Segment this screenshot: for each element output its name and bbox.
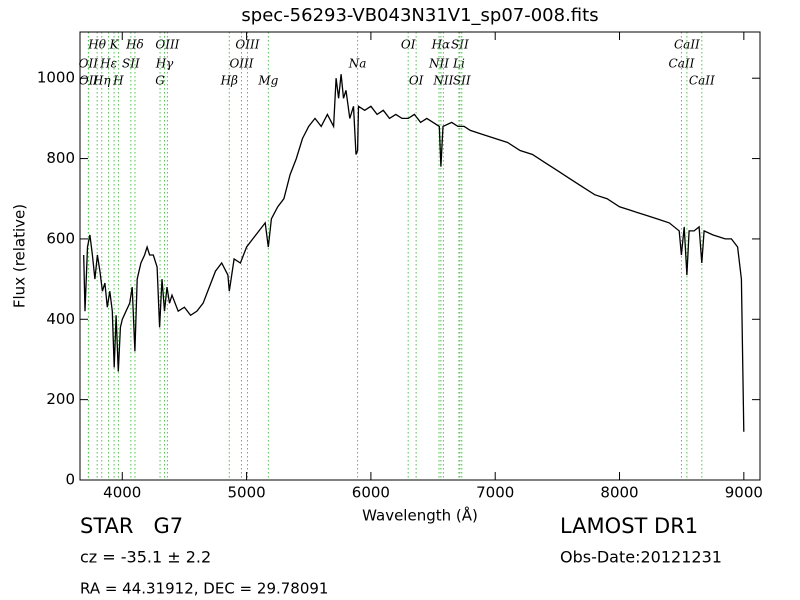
spectral-line-label: OIII <box>229 57 253 71</box>
x-tick-label: 5000 <box>227 484 265 502</box>
x-tick-label: 6000 <box>352 484 390 502</box>
spectral-line-label: SII <box>453 74 471 88</box>
spectral-line-label: SII <box>451 38 469 52</box>
spectral-line-label: Hθ <box>87 38 106 52</box>
spectral-line-label: NII <box>432 74 453 88</box>
spectral-line-label: OII <box>79 74 99 88</box>
object-class: STAR G7 <box>80 514 183 538</box>
spectral-line-label: Li <box>452 57 465 71</box>
x-tick-label: 9000 <box>725 484 763 502</box>
spectral-line-label: OIII <box>155 38 179 52</box>
spectral-line-label: Hβ <box>220 74 238 88</box>
spectral-line-label: K <box>109 38 120 52</box>
coordinates: RA = 44.31912, DEC = 29.78091 <box>80 580 328 598</box>
x-tick-label: 4000 <box>103 484 141 502</box>
x-tick-label: 7000 <box>476 484 514 502</box>
plot-frame <box>79 31 761 481</box>
spectral-line-label: Mg <box>257 74 278 88</box>
chart-title: spec-56293-VB043N31V1_sp07-008.fits <box>241 5 598 26</box>
x-tick-label: 8000 <box>600 484 638 502</box>
y-tick-label: 400 <box>46 310 75 328</box>
spectral-line-label: Hη <box>92 74 111 88</box>
spectral-line-label: OI <box>409 74 424 88</box>
spectral-line-label: CaII <box>674 38 700 52</box>
spectral-line-label: OIII <box>235 38 259 52</box>
x-axis-label: Wavelength (Å) <box>362 506 478 525</box>
release: LAMOST DR1 <box>560 514 698 538</box>
y-axis-label: Flux (relative) <box>11 204 29 308</box>
y-tick-label: 600 <box>46 229 75 247</box>
spectral-line-label: Na <box>348 57 367 71</box>
y-tick-label: 800 <box>46 149 75 167</box>
spectrum <box>83 74 745 432</box>
spectral-line-label: NII <box>428 57 449 71</box>
spectral-line-label: CaII <box>689 74 715 88</box>
spectral-line-label: Hγ <box>155 57 174 71</box>
redshift: cz = -35.1 ± 2.2 <box>80 548 211 567</box>
spectral-line-label: G <box>155 74 165 88</box>
spectral-line-label: Hδ <box>125 38 144 52</box>
y-tick-label: 0 <box>65 471 75 489</box>
spectral-line-label: Hα <box>431 38 451 52</box>
spectral-line-label: OI <box>401 38 416 52</box>
spectral-line-label: CaII <box>669 57 695 71</box>
obs-date: Obs-Date:20121231 <box>560 548 722 567</box>
spectral-line-label: Hε <box>99 57 117 71</box>
y-tick-label: 1000 <box>37 69 75 87</box>
spectral-line-label: SII <box>122 57 140 71</box>
spectral-line-label: OII <box>79 57 99 71</box>
y-tick-label: 200 <box>46 390 75 408</box>
spectral-line-label: H <box>112 74 124 88</box>
